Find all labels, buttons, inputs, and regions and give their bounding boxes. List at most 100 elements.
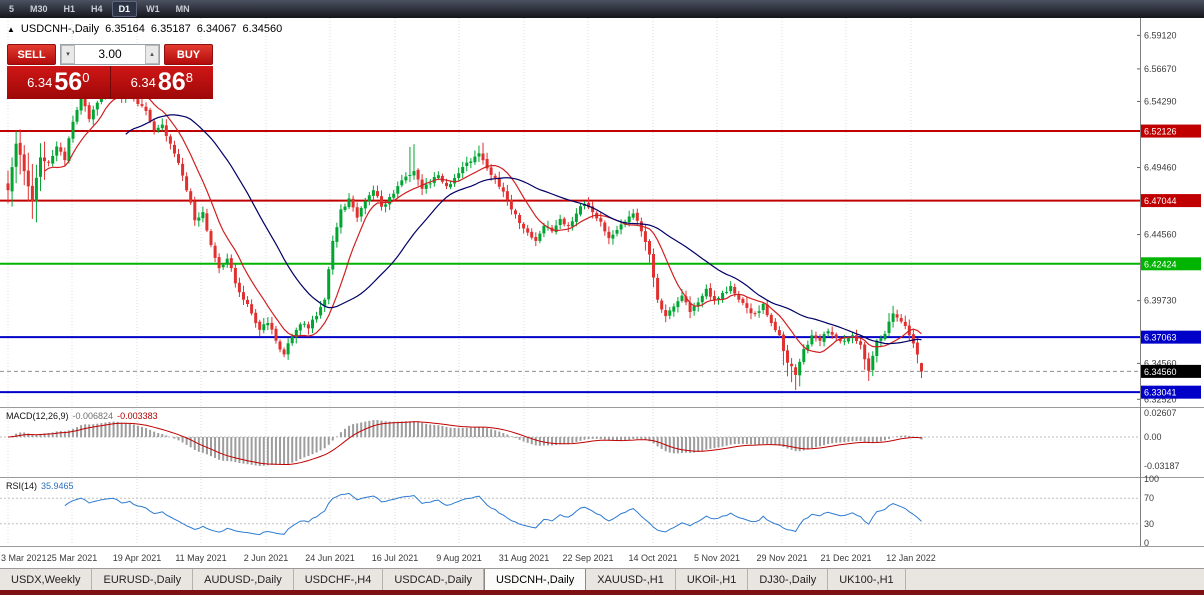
timeframe-m30[interactable]: M30 (30, 4, 48, 14)
ohlc-open: 6.35164 (105, 23, 145, 35)
sell-price-display[interactable]: 6.34 56 0 (7, 66, 110, 99)
current-price-badge (1141, 364, 1201, 378)
svg-text:0.02607: 0.02607 (1144, 408, 1177, 418)
svg-text:9 Aug 2021: 9 Aug 2021 (436, 553, 482, 563)
rsi-value: 35.9465 (41, 481, 74, 491)
horizontal-level-lines (0, 130, 1140, 394)
symbol-name: USDCNH-,Daily (20, 23, 100, 35)
svg-text:6.56670: 6.56670 (1144, 64, 1177, 74)
svg-text:16 Jul 2021: 16 Jul 2021 (372, 553, 419, 563)
chart-ohlc-header: ▲ USDCNH-,Daily 6.35164 6.35187 6.34067 … (7, 23, 282, 35)
chart-tab-usdcnh-daily[interactable]: USDCNH-,Daily (483, 569, 587, 590)
svg-text:6.49460: 6.49460 (1144, 163, 1177, 173)
svg-text:21 Dec 2021: 21 Dec 2021 (820, 553, 871, 563)
price-chart[interactable]: 3 Mar 2021 25 Mar 2021 19 Apr 2021 11 May 2… (0, 18, 1204, 568)
svg-text:6.33041: 6.33041 (1144, 388, 1177, 398)
svg-text:-0.03187: -0.03187 (1144, 461, 1180, 471)
timeframe-d1[interactable]: D1 (111, 1, 138, 17)
svg-text:31 Aug 2021: 31 Aug 2021 (499, 553, 550, 563)
svg-text:6.52126: 6.52126 (1144, 127, 1177, 137)
macd-main-value: -0.006824 (72, 411, 114, 421)
volume-input[interactable]: 3.00 (98, 47, 122, 61)
macd-signal-value: -0.003383 (117, 411, 158, 421)
sell-price-pips: 56 (54, 68, 83, 96)
svg-text:24 Jun 2021: 24 Jun 2021 (305, 553, 355, 563)
chart-tab-usdx-weekly[interactable]: USDX,Weekly (0, 569, 93, 590)
svg-text:0.00: 0.00 (1144, 432, 1162, 442)
svg-text:6.32520: 6.32520 (1144, 394, 1177, 404)
chart-tab-usdchf-h4[interactable]: USDCHF-,H4 (294, 569, 384, 590)
timeframe-5[interactable]: 5 (9, 4, 15, 14)
sell-price-point: 0 (82, 70, 90, 85)
buy-price-point: 8 (185, 70, 193, 85)
volume-spinner: ▾ 3.00 ▴ (60, 44, 160, 65)
price-badge-6.37063 (1141, 330, 1201, 344)
macd-histogram (11, 420, 923, 466)
svg-text:30: 30 (1144, 519, 1154, 529)
svg-text:19 Apr 2021: 19 Apr 2021 (113, 553, 162, 563)
svg-text:12 Jan 2022: 12 Jan 2022 (886, 553, 936, 563)
chart-tab-ukoil-h1[interactable]: UKOil-,H1 (676, 569, 749, 590)
svg-text:22 Sep 2021: 22 Sep 2021 (562, 553, 613, 563)
timeframe-mn[interactable]: MN (175, 4, 190, 14)
rsi-name: RSI(14) (6, 481, 38, 491)
svg-text:6.34560: 6.34560 (1144, 367, 1177, 377)
one-click-trading-panel: SELL ▾ 3.00 ▴ BUY 6.34 56 0 6.34 86 8 (7, 44, 213, 99)
symbol-marker-icon: ▲ (7, 24, 15, 34)
svg-text:6.44560: 6.44560 (1144, 230, 1177, 240)
buy-price-pips: 86 (157, 68, 186, 96)
svg-text:6.39730: 6.39730 (1144, 296, 1177, 306)
macd-name: MACD(12,26,9) (6, 411, 69, 421)
svg-text:70: 70 (1144, 493, 1154, 503)
svg-text:11 May 2021: 11 May 2021 (175, 553, 226, 563)
volume-down-icon[interactable]: ▾ (61, 45, 75, 64)
rsi-line (64, 492, 922, 536)
svg-text:5 Nov 2021: 5 Nov 2021 (694, 553, 740, 563)
macd-indicator-label: MACD(12,26,9) -0.006824 -0.003383 (6, 411, 158, 421)
window-bottom-border (0, 590, 1204, 595)
moving-average-30 (125, 114, 922, 345)
ohlc-close: 6.34560 (242, 23, 283, 35)
svg-text:6.42424: 6.42424 (1144, 259, 1177, 269)
chart-tab-eurusd-daily[interactable]: EURUSD-,Daily (92, 569, 194, 590)
price-badge-6.42424 (1141, 257, 1201, 271)
chart-tab-audusd-daily[interactable]: AUDUSD-,Daily (193, 569, 294, 590)
chart-canvas[interactable]: 3 Mar 2021 25 Mar 2021 19 Apr 2021 11 May 2… (0, 18, 1204, 568)
ohlc-high: 6.35187 (150, 23, 191, 35)
rsi-indicator-label: RSI(14) 35.9465 (6, 481, 74, 491)
buy-price-display[interactable]: 6.34 86 8 (109, 66, 213, 99)
timeframe-h4[interactable]: H4 (91, 4, 103, 14)
candlesticks (6, 78, 923, 390)
svg-text:6.54290: 6.54290 (1144, 96, 1177, 106)
sell-button[interactable]: SELL (7, 44, 56, 65)
buy-button[interactable]: BUY (164, 44, 213, 65)
chart-tab-xauusd-h1[interactable]: XAUUSD-,H1 (586, 569, 676, 590)
price-badge-6.52126 (1141, 124, 1201, 138)
volume-up-icon[interactable]: ▴ (145, 45, 159, 64)
svg-text:2 Jun 2021: 2 Jun 2021 (244, 553, 289, 563)
timeframe-toolbar: 5 M30 H1 H4 D1 W1 MN (0, 0, 1204, 18)
price-badge-6.33041 (1141, 385, 1201, 399)
macd-signal-line (7, 421, 922, 465)
chart-tab-bar: USDX,Weekly EURUSD-,Daily AUDUSD-,Daily USD… (0, 568, 1204, 590)
svg-text:3 Mar 2021: 3 Mar 2021 (1, 553, 47, 563)
price-badge-6.47044 (1141, 194, 1201, 208)
svg-text:100: 100 (1144, 474, 1159, 484)
ohlc-low: 6.34067 (196, 23, 237, 35)
svg-text:6.47044: 6.47044 (1144, 196, 1177, 206)
svg-text:14 Oct 2021: 14 Oct 2021 (628, 553, 677, 563)
svg-text:6.34560: 6.34560 (1144, 358, 1177, 368)
sell-price-base: 6.34 (27, 75, 53, 90)
buy-price-base: 6.34 (130, 75, 156, 90)
timeframe-w1[interactable]: W1 (146, 4, 160, 14)
svg-text:0: 0 (1144, 538, 1149, 548)
timeframe-h1[interactable]: H1 (63, 4, 76, 14)
chart-tab-dj30-daily[interactable]: DJ30-,Daily (748, 569, 829, 590)
moving-average-10 (44, 91, 922, 354)
svg-text:6.59120: 6.59120 (1144, 30, 1177, 40)
price-axis-labels (1137, 34, 1140, 400)
chart-tab-usdcad-daily[interactable]: USDCAD-,Daily (383, 569, 484, 590)
chart-tab-uk100-h1[interactable]: UK100-,H1 (828, 569, 906, 590)
svg-text:6.37063: 6.37063 (1144, 333, 1177, 343)
